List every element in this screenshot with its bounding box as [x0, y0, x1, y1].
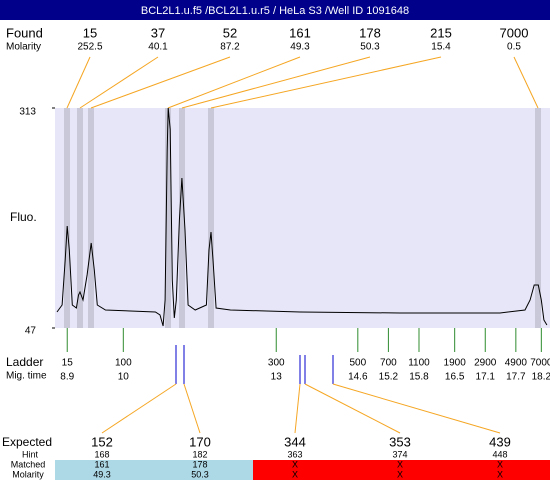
matched-value: X [292, 459, 298, 469]
ladder-size: 300 [268, 358, 285, 369]
found-molarity: 0.5 [507, 42, 521, 53]
ladder-time: 8.9 [60, 372, 74, 383]
y-tick-label: 47 [25, 326, 37, 337]
expected-connector [304, 383, 401, 434]
found-molarity: 252.5 [77, 42, 102, 53]
found-size: 161 [289, 25, 311, 40]
expected-size: 152 [91, 434, 113, 449]
expected-size: 353 [389, 434, 411, 449]
found-size: 7000 [500, 25, 529, 40]
peak-connector [513, 56, 539, 109]
unmatched-cell [253, 460, 550, 480]
ladder-size: 15 [62, 358, 74, 369]
expected-size: 344 [284, 434, 306, 449]
matched-molarity: 49.3 [93, 469, 111, 479]
found-molarity: 49.3 [290, 42, 310, 53]
ladder-size: 1100 [408, 358, 430, 369]
peak-band [77, 108, 83, 328]
found-size: 178 [359, 25, 381, 40]
peak-connector [90, 56, 231, 109]
expected-connector [101, 383, 177, 434]
found-size: 52 [223, 25, 237, 40]
peak-band [535, 108, 541, 328]
title-bar [0, 0, 550, 20]
molarity-row-label: Molarity [12, 469, 44, 479]
peak-connector [210, 56, 442, 109]
ladder-time: 17.7 [506, 372, 526, 383]
matched-cell [55, 460, 253, 480]
y-tick-label: 313 [19, 107, 36, 118]
hint-value: 374 [392, 449, 407, 459]
y-label: Fluo. [10, 210, 37, 224]
found-molarity: 87.2 [220, 42, 240, 53]
expected-connector [332, 383, 501, 434]
matched-label: Matched [11, 459, 46, 469]
expected-connector [183, 383, 201, 434]
peak-connector [79, 56, 159, 109]
peak-connector [167, 56, 301, 109]
ladder-size: 4900 [505, 358, 528, 369]
peak-connector [181, 56, 371, 109]
ladder-size: 2900 [474, 358, 497, 369]
matched-value: 178 [192, 459, 207, 469]
expected-connector [294, 383, 301, 434]
found-label: Found [6, 25, 43, 40]
ladder-time: 10 [118, 372, 130, 383]
expected-size: 170 [189, 434, 211, 449]
matched-molarity: X [397, 469, 403, 479]
plot-area [55, 108, 550, 328]
peak-band [165, 108, 171, 328]
found-molarity: 40.1 [148, 42, 168, 53]
peak-band [88, 108, 94, 328]
matched-molarity: X [497, 469, 503, 479]
ladder-time: 14.6 [348, 372, 368, 383]
matched-value: 161 [94, 459, 109, 469]
molarity-label: Molarity [6, 42, 41, 53]
ladder-time: 17.1 [476, 372, 496, 383]
hint-value: 182 [192, 449, 207, 459]
ladder-time: 15.8 [409, 372, 429, 383]
peak-connector [66, 56, 91, 109]
found-size: 15 [83, 25, 97, 40]
title: BCL2L1.u.f5 /BCL2L1.u.r5 / HeLa S3 /Well… [141, 5, 409, 17]
hint-value: 448 [492, 449, 507, 459]
matched-value: X [397, 459, 403, 469]
matched-molarity: X [292, 469, 298, 479]
peak-band [208, 108, 214, 328]
ladder-label: Ladder [6, 355, 43, 369]
ladder-size: 7000 [530, 358, 550, 369]
ladder-size: 700 [380, 358, 397, 369]
found-size: 215 [430, 25, 452, 40]
matched-value: X [497, 459, 503, 469]
peak-band [179, 108, 185, 328]
found-molarity: 15.4 [431, 42, 451, 53]
found-molarity: 50.3 [360, 42, 380, 53]
ladder-size: 100 [115, 358, 132, 369]
hint-value: 168 [94, 449, 109, 459]
hint-value: 363 [287, 449, 302, 459]
trace [56, 107, 548, 327]
hint-label: Hint [22, 449, 39, 459]
ladder-size: 1900 [444, 358, 467, 369]
mig-time-label: Mig. time [6, 371, 47, 382]
ladder-time: 18.2 [532, 372, 550, 383]
ladder-time: 16.5 [445, 372, 465, 383]
expected-size: 439 [489, 434, 511, 449]
peak-band [64, 108, 70, 328]
matched-molarity: 50.3 [191, 469, 209, 479]
expected-label: Expected [2, 435, 52, 449]
ladder-time: 15.2 [379, 372, 399, 383]
ladder-size: 500 [349, 358, 366, 369]
ladder-time: 13 [271, 372, 283, 383]
found-size: 37 [151, 25, 165, 40]
